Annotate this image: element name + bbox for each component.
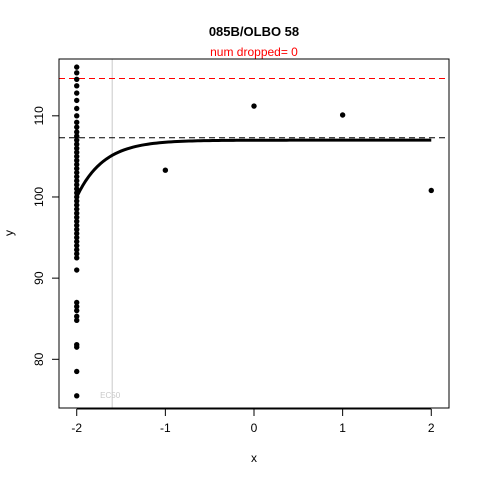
x-tick-label: -2	[71, 421, 82, 435]
data-point	[74, 113, 80, 119]
data-point	[251, 103, 257, 109]
data-point	[74, 251, 80, 257]
x-tick-label: -1	[160, 421, 171, 435]
data-point	[74, 178, 80, 184]
data-point	[74, 238, 80, 245]
data-point	[162, 167, 169, 173]
data-point	[74, 124, 80, 130]
data-point	[74, 90, 80, 96]
data-point	[74, 133, 80, 139]
data-point	[74, 218, 80, 225]
ec50-label: EC50	[100, 391, 121, 400]
data-point	[74, 242, 80, 249]
chart-title: 085B/OLBO 58	[209, 24, 299, 39]
x-tick-label: 2	[428, 421, 435, 435]
y-tick-label: 100	[32, 187, 46, 207]
data-point	[74, 198, 80, 204]
fit-curve	[75, 138, 432, 198]
data-point	[74, 267, 80, 273]
data-point	[74, 393, 80, 399]
data-point	[74, 173, 80, 180]
data-point	[74, 76, 80, 82]
chart-subtitle: num dropped= 0	[210, 45, 298, 59]
data-point	[74, 97, 80, 104]
data-point	[74, 149, 80, 156]
data-point	[74, 161, 80, 168]
x-tick-label: 1	[339, 421, 346, 435]
data-point	[74, 299, 80, 306]
data-point	[74, 105, 80, 112]
y-tick-label: 110	[32, 106, 46, 125]
data-point	[74, 169, 80, 176]
data-point	[74, 165, 80, 172]
data-point	[74, 230, 80, 237]
x-axis: -2 -1 0 1 2	[71, 408, 435, 435]
data-point	[74, 344, 80, 350]
y-tick-label: 80	[32, 352, 46, 366]
data-point	[74, 190, 80, 196]
data-point	[74, 145, 80, 151]
data-point	[74, 226, 80, 233]
data-point	[74, 307, 80, 314]
data-point	[74, 222, 80, 229]
data-point	[339, 112, 346, 118]
plot-area: EC50	[59, 59, 449, 408]
data-point	[74, 317, 80, 324]
data-point	[74, 186, 80, 192]
x-axis-label: x	[251, 451, 257, 465]
plot-frame	[58, 58, 450, 409]
data-point	[74, 70, 80, 76]
data-point	[74, 255, 80, 261]
x-tick-label: 0	[251, 421, 258, 435]
data-point	[74, 153, 80, 160]
data-point	[74, 368, 80, 375]
data-point	[74, 303, 80, 310]
data-point	[74, 234, 80, 241]
data-point	[74, 137, 80, 143]
data-point	[74, 141, 80, 147]
data-point	[74, 210, 80, 216]
y-axis: 80 90 100 110	[32, 106, 60, 366]
data-point	[74, 194, 80, 200]
data-point	[428, 187, 434, 194]
data-point	[74, 202, 80, 208]
data-point	[74, 313, 80, 319]
data-point	[74, 119, 80, 126]
y-axis-label: y	[2, 230, 16, 236]
data-point	[74, 214, 80, 220]
data-point	[74, 83, 80, 89]
data-point	[74, 129, 80, 135]
data-point	[74, 157, 80, 164]
y-tick-label: 90	[32, 271, 46, 285]
data-point	[74, 206, 80, 212]
data-point	[74, 247, 80, 253]
data-point	[74, 64, 80, 70]
data-point	[74, 182, 80, 188]
